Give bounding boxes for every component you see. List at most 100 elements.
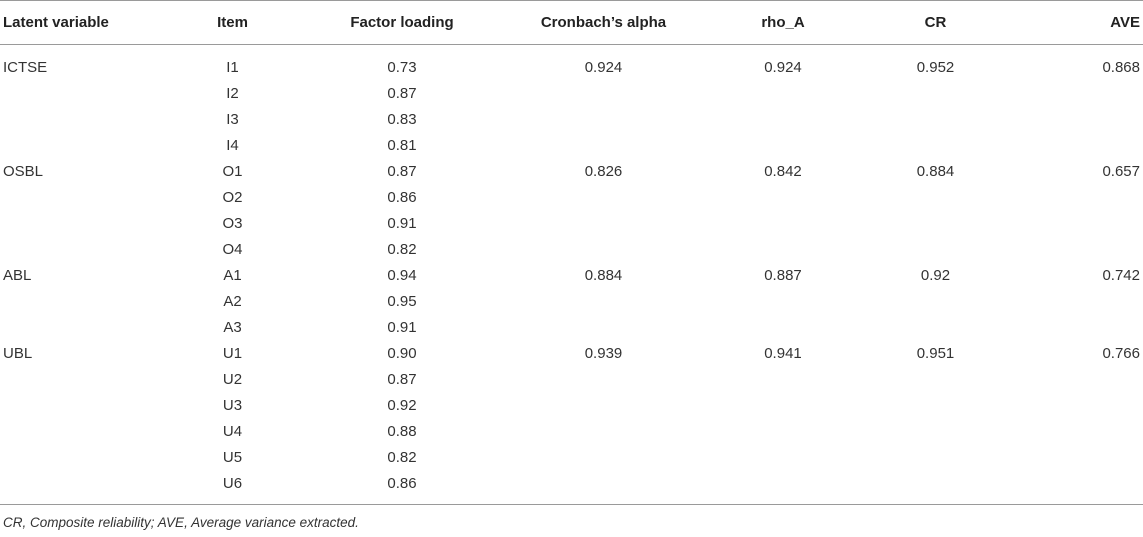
factor-loading-cell: 0.86 — [295, 470, 509, 505]
rho-a-cell — [698, 81, 868, 107]
cronbachs-alpha-cell — [509, 81, 698, 107]
cronbachs-alpha-cell: 0.939 — [584, 345, 623, 362]
table-row: U2 0.87 — [0, 367, 1143, 393]
cr-cell — [868, 470, 1003, 505]
ave-cell — [1003, 419, 1143, 445]
latent-variable-cell: OSBL — [3, 163, 44, 180]
cr-cell — [868, 133, 1003, 159]
ave-cell — [1003, 107, 1143, 133]
factor-loading-cell: 0.92 — [387, 397, 417, 414]
item-cell: I2 — [226, 85, 239, 102]
table-row: I4 0.81 — [0, 133, 1143, 159]
cr-cell — [868, 393, 1003, 419]
cr-cell: 0.951 — [916, 345, 955, 362]
ave-cell — [1003, 133, 1143, 159]
ave-cell — [1003, 211, 1143, 237]
cronbachs-alpha-cell — [509, 211, 698, 237]
latent-variable-cell: ICTSE — [3, 59, 48, 77]
table-row: U4 0.88 — [0, 419, 1143, 445]
table-body: ICTSE I1 0.73 0.924 0.924 0.952 0.868 I2 0.87 I3 0… — [0, 45, 1143, 505]
factor-loading-cell: 0.95 — [387, 293, 417, 310]
cronbachs-alpha-cell — [509, 470, 698, 505]
cr-cell — [868, 107, 1003, 133]
rho-a-cell — [698, 133, 868, 159]
rho-a-cell: 0.941 — [764, 345, 802, 362]
ave-cell: 0.868 — [1102, 59, 1140, 77]
header-row: Latent variable Item Factor loading Cron… — [0, 0, 1143, 45]
cronbachs-alpha-cell — [509, 367, 698, 393]
table-row: O2 0.86 — [0, 185, 1143, 211]
latent-variable-cell: UBL — [3, 345, 33, 362]
header-cr: CR — [868, 0, 1003, 45]
latent-variable-cell — [0, 315, 170, 341]
ave-cell — [1003, 393, 1143, 419]
factor-loading-cell: 0.87 — [387, 163, 417, 180]
item-cell: A2 — [223, 293, 242, 310]
table-row: A3 0.91 — [0, 315, 1143, 341]
rho-a-cell — [698, 315, 868, 341]
item-cell: U2 — [222, 371, 243, 388]
table-row: OSBL O1 0.87 0.826 0.842 0.884 0.657 — [0, 159, 1143, 185]
factor-loading-cell: 0.73 — [387, 59, 417, 77]
header-ave: AVE — [1003, 0, 1143, 45]
item-cell: A1 — [223, 267, 242, 284]
item-cell: O3 — [222, 215, 243, 232]
table-footnote: CR, Composite reliability; AVE, Average … — [3, 515, 359, 530]
measurement-model-table: Latent variable Item Factor loading Cron… — [0, 0, 1143, 505]
ave-cell — [1003, 315, 1143, 341]
cronbachs-alpha-cell — [509, 419, 698, 445]
rho-a-cell — [698, 367, 868, 393]
rho-a-cell: 0.842 — [764, 163, 802, 180]
factor-loading-cell: 0.94 — [387, 267, 417, 284]
factor-loading-cell: 0.87 — [387, 371, 417, 388]
item-cell: O1 — [222, 163, 243, 180]
cr-cell — [868, 445, 1003, 471]
header-rho-a: rho_A — [698, 0, 868, 45]
latent-variable-cell — [0, 237, 170, 263]
factor-loading-cell: 0.81 — [387, 137, 417, 154]
cr-cell — [868, 211, 1003, 237]
rho-a-cell: 0.924 — [764, 59, 802, 77]
cronbachs-alpha-cell — [509, 237, 698, 263]
rho-a-cell — [698, 393, 868, 419]
table-row: O4 0.82 — [0, 237, 1143, 263]
item-cell: I1 — [226, 59, 239, 77]
latent-variable-cell — [0, 185, 170, 211]
cr-cell — [868, 419, 1003, 445]
latent-variable-cell — [0, 393, 170, 419]
latent-variable-cell — [0, 211, 170, 237]
cr-cell: 0.884 — [916, 163, 955, 180]
item-cell: O4 — [222, 241, 243, 258]
latent-variable-cell — [0, 107, 170, 133]
table-header: Latent variable Item Factor loading Cron… — [0, 0, 1143, 45]
latent-variable-cell — [0, 289, 170, 315]
latent-variable-cell — [0, 445, 170, 471]
cr-cell — [868, 315, 1003, 341]
table-row: UBL U1 0.90 0.939 0.941 0.951 0.766 — [0, 341, 1143, 367]
table-row: I3 0.83 — [0, 107, 1143, 133]
table-row: U3 0.92 — [0, 393, 1143, 419]
latent-variable-cell — [0, 419, 170, 445]
table-row: O3 0.91 — [0, 211, 1143, 237]
cr-cell — [868, 81, 1003, 107]
factor-loading-cell: 0.82 — [387, 241, 417, 258]
latent-variable-cell — [0, 470, 170, 505]
rho-a-cell — [698, 419, 868, 445]
item-cell: U4 — [222, 423, 243, 440]
header-cronbachs-alpha: Cronbach’s alpha — [509, 0, 698, 45]
factor-loading-cell: 0.82 — [387, 449, 417, 466]
cronbachs-alpha-cell — [509, 185, 698, 211]
ave-cell — [1003, 367, 1143, 393]
rho-a-cell — [698, 185, 868, 211]
rho-a-cell: 0.887 — [764, 267, 802, 284]
rho-a-cell — [698, 211, 868, 237]
ave-cell — [1003, 445, 1143, 471]
latent-variable-cell — [0, 81, 170, 107]
rho-a-cell — [698, 445, 868, 471]
item-cell: A3 — [223, 319, 242, 336]
ave-cell — [1003, 81, 1143, 107]
table-row: A2 0.95 — [0, 289, 1143, 315]
item-cell: U6 — [170, 470, 295, 505]
ave-cell — [1003, 237, 1143, 263]
